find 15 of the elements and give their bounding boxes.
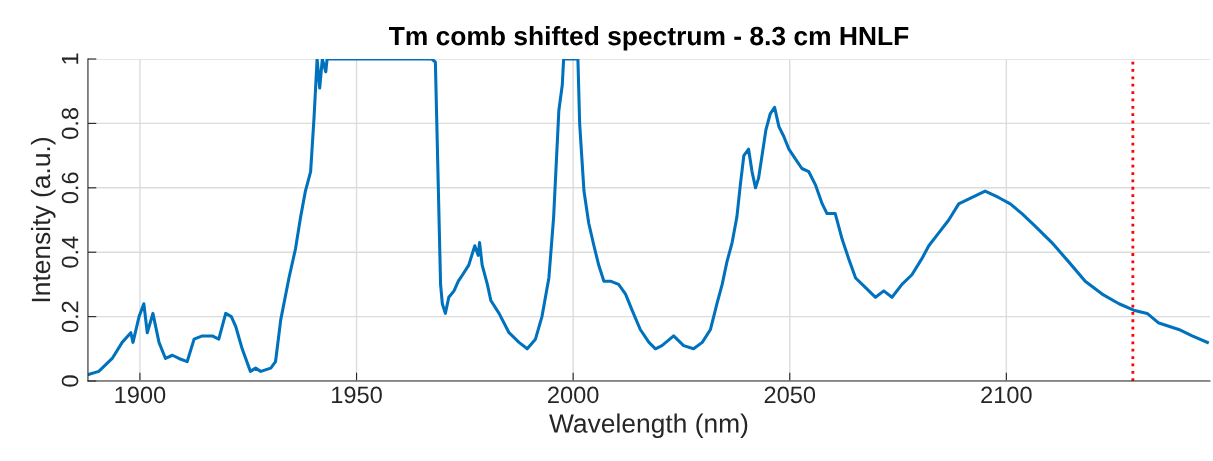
y-tick-label: 1 xyxy=(61,53,79,64)
x-tick-label: 2100 xyxy=(981,386,1032,404)
y-tick-label: 0.8 xyxy=(61,108,79,139)
y-axis-title: Intensity (a.u.) xyxy=(30,138,56,302)
y-tick-label: 0.6 xyxy=(61,172,79,204)
x-axis-title: Wavelength (nm) xyxy=(549,413,748,439)
x-tick-label: 1950 xyxy=(332,386,382,404)
chart-title: Tm comb shifted spectrum - 8.3 cm HNLF xyxy=(389,26,909,51)
y-tick-label: 0.4 xyxy=(61,236,79,268)
line-series xyxy=(87,59,1209,377)
x-tick-label: 1900 xyxy=(115,386,166,404)
y-tick-label: 0.2 xyxy=(61,301,79,333)
x-tick-label: 2000 xyxy=(548,386,599,404)
y-tick-label: 0 xyxy=(61,375,79,387)
x-tick-label: 2050 xyxy=(764,386,816,404)
